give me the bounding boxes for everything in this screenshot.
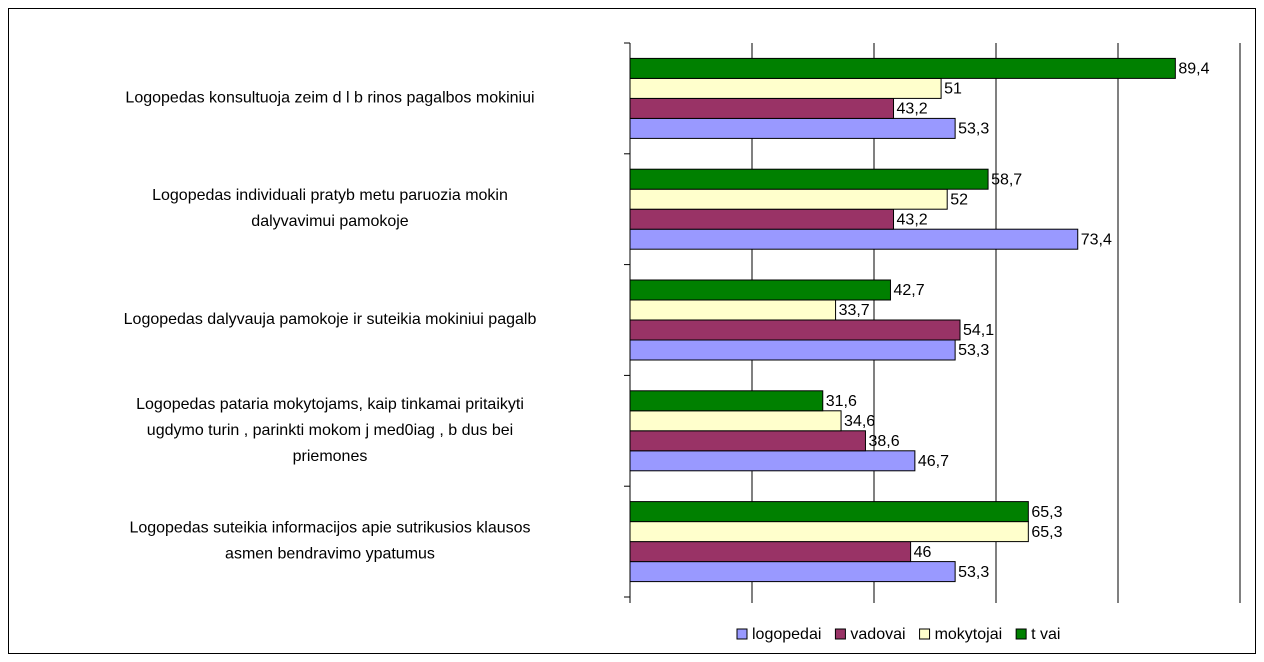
value-label: 53,3 [958, 342, 989, 359]
value-label: 51 [944, 81, 962, 98]
legend-swatch [1015, 628, 1027, 640]
category-label: Logopedas suteikia informacijos apie sut… [129, 520, 530, 563]
category-label: Logopedas konsultuoja zeim d l b rinos p… [125, 90, 534, 107]
value-label: 54,1 [963, 322, 994, 339]
bar [629, 561, 956, 583]
legend-label: vadovai [850, 626, 905, 643]
value-label: 65,3 [1031, 524, 1062, 541]
bar [629, 228, 1079, 250]
value-label: 53,3 [958, 121, 989, 138]
bar [629, 521, 1029, 543]
category-label: Logopedas pataria mokytojams, kaip tinka… [136, 396, 524, 465]
legend-label: mokytojai [935, 626, 1003, 643]
value-label: 33,7 [839, 302, 870, 319]
value-label: 89,4 [1178, 61, 1209, 78]
value-label: 73,4 [1081, 231, 1112, 248]
value-label: 52 [950, 191, 968, 208]
bar [629, 450, 916, 472]
value-label: 34,6 [844, 413, 875, 430]
legend-swatch [736, 628, 748, 640]
bar [629, 188, 948, 210]
bar [629, 390, 824, 412]
value-label: 46,7 [918, 453, 949, 470]
bar [629, 299, 837, 321]
legend-label: t vai [1031, 626, 1060, 643]
bar [629, 430, 866, 452]
bar [629, 410, 842, 432]
legend-label: logopedai [752, 626, 821, 643]
bar [629, 77, 942, 99]
bar [629, 501, 1029, 523]
legend-swatch [919, 628, 931, 640]
bar [629, 168, 989, 190]
value-label: 58,7 [991, 171, 1022, 188]
category-label: Logopedas dalyvauja pamokoje ir suteikia… [124, 311, 537, 328]
value-label: 43,2 [897, 101, 928, 118]
bar [629, 97, 895, 119]
bar [629, 541, 912, 563]
bar [629, 117, 956, 139]
legend-swatch [834, 628, 846, 640]
value-label: 42,7 [893, 282, 924, 299]
bar [629, 208, 895, 230]
value-label: 38,6 [868, 433, 899, 450]
value-label: 65,3 [1031, 504, 1062, 521]
category-label: Logopedas individuali pratyb metu paruoz… [152, 187, 508, 230]
bar [629, 339, 956, 361]
value-label: 31,6 [826, 393, 857, 410]
value-label: 53,3 [958, 564, 989, 581]
bar [629, 279, 891, 301]
value-label: 46 [914, 544, 932, 561]
bar [629, 319, 961, 341]
bar [629, 57, 1176, 79]
value-label: 43,2 [897, 211, 928, 228]
